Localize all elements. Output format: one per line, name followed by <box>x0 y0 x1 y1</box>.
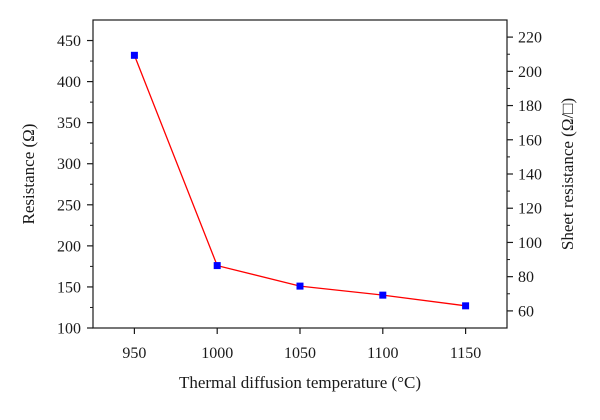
y-tick-label: 250 <box>57 197 81 214</box>
axes <box>92 19 508 329</box>
y-axis-title: Resistance (Ω) <box>19 124 38 225</box>
y2-tick-label: 160 <box>518 132 542 149</box>
data-point <box>213 262 221 270</box>
data-point <box>130 51 138 59</box>
y2-tick-label: 120 <box>518 201 542 218</box>
y2-tick-label: 100 <box>518 235 542 252</box>
data-point <box>462 302 470 310</box>
y2-tick-label: 140 <box>518 167 542 184</box>
y2-axis-title: Sheet resistance (Ω/□) <box>558 98 577 250</box>
x-tick-label: 1150 <box>450 345 481 362</box>
ticks: 950 1000 1050 1100 1150 100 150 200 250 300 350 400… <box>57 30 542 362</box>
x-axis-title: Thermal diffusion temperature (°C) <box>179 373 421 392</box>
y-tick-label: 100 <box>57 321 81 338</box>
y2-tick-label: 180 <box>518 98 542 115</box>
x-tick-label: 1000 <box>201 345 233 362</box>
y2-tick-label: 60 <box>518 303 534 320</box>
y-tick-label: 300 <box>57 156 81 173</box>
x-tick-label: 950 <box>122 345 146 362</box>
y-tick-label: 350 <box>57 115 81 132</box>
data-point <box>296 282 304 290</box>
y-tick-label: 150 <box>57 279 81 296</box>
y2-tick-label: 220 <box>518 30 542 47</box>
y2-tick-label: 200 <box>518 64 542 81</box>
x-tick-label: 1050 <box>284 345 316 362</box>
x-tick-label: 1100 <box>367 345 398 362</box>
data-point <box>379 291 387 299</box>
y-tick-label: 200 <box>57 238 81 255</box>
y2-tick-label: 80 <box>518 269 534 286</box>
y-tick-label: 400 <box>57 74 81 91</box>
y-tick-label: 450 <box>57 33 81 50</box>
plot-frame <box>92 19 508 329</box>
series <box>130 51 470 310</box>
series-line <box>133 55 466 307</box>
